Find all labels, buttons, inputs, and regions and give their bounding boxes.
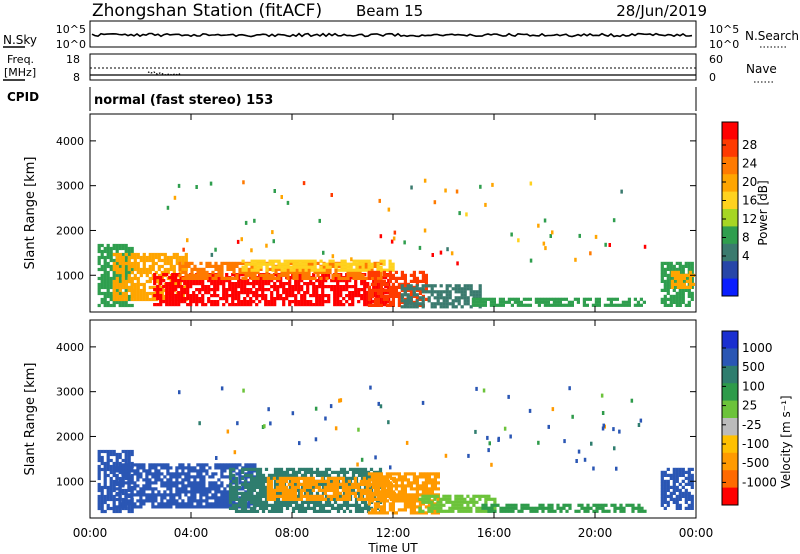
power-y-ticks: 4000 3000 2000 1000 [56, 135, 696, 282]
power-colorbar-tick: 28 [742, 138, 757, 152]
nave-tick-top: 60 [709, 53, 723, 66]
velocity-colorbar-swatch [722, 452, 738, 471]
velocity-colorbar-swatch [722, 383, 738, 402]
power-colorbar-swatch [722, 174, 738, 193]
nave-tick-bottom: 0 [709, 71, 716, 84]
power-region-6 [400, 284, 482, 309]
power-ytick-label: 4000 [56, 135, 84, 148]
nsearch-tick-bottom: 10^0 [709, 38, 739, 51]
velocity-colorbar-tick: 500 [742, 360, 765, 374]
power-colorbar-swatch [722, 156, 738, 175]
nsky-tick-bottom: 10^0 [56, 38, 86, 51]
velocity-colorbar-tick: -25 [742, 418, 762, 432]
freq-label-line2: [MHz] [4, 66, 36, 79]
nsearch-tick-top: 10^5 [709, 23, 739, 36]
freq-tick-bottom: 8 [73, 71, 80, 84]
power-region-5 [367, 270, 428, 307]
velocity-colorbar-swatch [722, 470, 738, 489]
nsky-panel-frame [89, 20, 697, 48]
power-colorbar-tick: 4 [742, 249, 750, 263]
power-colorbar-swatch [722, 261, 738, 280]
power-scatter-specks [166, 178, 647, 266]
cpid-value: normal (fast stereo) 153 [94, 93, 273, 108]
nave-label: Nave [746, 62, 777, 76]
power-colorbar-label: Power [dB] [756, 180, 770, 245]
xtick-label: 00:00 [679, 526, 714, 540]
velocity-ylabel: Slant Range [km] [23, 363, 38, 476]
nsky-trace [91, 32, 693, 38]
power-colorbar-swatch [722, 226, 738, 245]
power-colorbar-tick: 16 [742, 194, 757, 208]
freq-tick-top: 18 [66, 53, 80, 66]
beam-label: Beam 15 [356, 2, 423, 20]
velocity-colorbar-tick: 1000 [742, 341, 773, 355]
velocity-colorbar-tick: -1000 [742, 475, 777, 489]
x-ticks: 00:00 04:00 08:00 12:00 16:00 20:00 00:00 [73, 114, 714, 540]
freq-label-line1: Freq. [7, 53, 34, 66]
xtick-label: 00:00 [73, 526, 108, 540]
velocity-y-ticks: 4000 3000 2000 1000 [56, 341, 696, 488]
velocity-ytick-label: 4000 [56, 341, 84, 354]
velocity-colorbar-swatch [722, 418, 738, 436]
power-colorbar-swatch [722, 243, 738, 262]
velocity-colorbar-swatch [722, 400, 738, 419]
power-ytick-label: 1000 [56, 269, 84, 282]
velocity-colorbar-swatch [722, 348, 738, 367]
xtick-label: 08:00 [275, 526, 310, 540]
power-ytick-label: 3000 [56, 180, 84, 193]
power-ytick-label: 2000 [56, 224, 84, 237]
velocity-colorbar-swatch [722, 331, 738, 349]
power-region-7 [471, 297, 646, 307]
velocity-colorbar-swatch [722, 435, 738, 454]
nsearch-label: N.Search [745, 29, 799, 43]
velocity-ytick-label: 2000 [56, 430, 84, 443]
velocity-colorbar-tick: 100 [742, 379, 765, 393]
nsky-tick-top: 10^5 [56, 23, 86, 36]
power-colorbar-swatch [722, 278, 738, 297]
freq-panel-frame [89, 53, 697, 81]
power-colorbar: 28 24 20 16 12 8 4 [721, 121, 757, 297]
velocity-ytick-label: 1000 [56, 475, 84, 488]
velocity-region-6 [481, 503, 647, 513]
x-axis-label: Time UT [367, 541, 418, 554]
station-title: Zhongshan Station (fitACF) [92, 1, 322, 21]
velocity-region-5 [418, 494, 497, 513]
xtick-label: 20:00 [578, 526, 613, 540]
xtick-label: 12:00 [376, 526, 411, 540]
power-colorbar-swatch [722, 122, 738, 140]
velocity-colorbar: 1000 500 100 25 -25 -100 -500 -1000 [721, 330, 777, 506]
date-label: 28/Jun/2019 [616, 2, 707, 20]
power-region-4 [241, 259, 395, 272]
velocity-colorbar-swatch [722, 487, 738, 506]
power-colorbar-tick: 24 [742, 157, 757, 171]
cpid-label: CPID [7, 90, 39, 104]
velocity-colorbar-tick: -100 [742, 437, 769, 451]
xtick-label: 04:00 [174, 526, 209, 540]
power-colorbar-tick: 12 [742, 212, 757, 226]
velocity-colorbar-tick: -500 [742, 456, 769, 470]
power-region-9 [670, 270, 695, 289]
power-colorbar-swatch [722, 209, 738, 227]
velocity-colorbar-label: Velocity [m s⁻¹] [779, 395, 793, 488]
xtick-label: 16:00 [477, 526, 512, 540]
power-colorbar-tick: 8 [742, 231, 750, 245]
power-colorbar-swatch [722, 139, 738, 158]
velocity-colorbar-swatch [722, 365, 738, 384]
velocity-ytick-label: 3000 [56, 386, 84, 399]
power-colorbar-swatch [722, 191, 738, 210]
velocity-region-7 [660, 467, 694, 510]
power-ylabel: Slant Range [km] [23, 157, 38, 270]
velocity-data-layer [97, 385, 694, 515]
velocity-colorbar-tick: 25 [742, 399, 757, 413]
velocity-scatter-specks [178, 385, 643, 471]
nsky-label: N.Sky [3, 33, 37, 47]
power-data-layer [97, 178, 695, 309]
power-colorbar-tick: 20 [742, 175, 757, 189]
